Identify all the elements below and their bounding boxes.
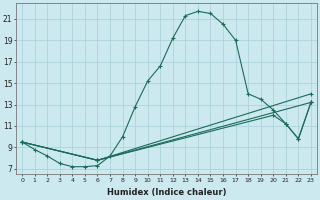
X-axis label: Humidex (Indice chaleur): Humidex (Indice chaleur) [107, 188, 226, 197]
